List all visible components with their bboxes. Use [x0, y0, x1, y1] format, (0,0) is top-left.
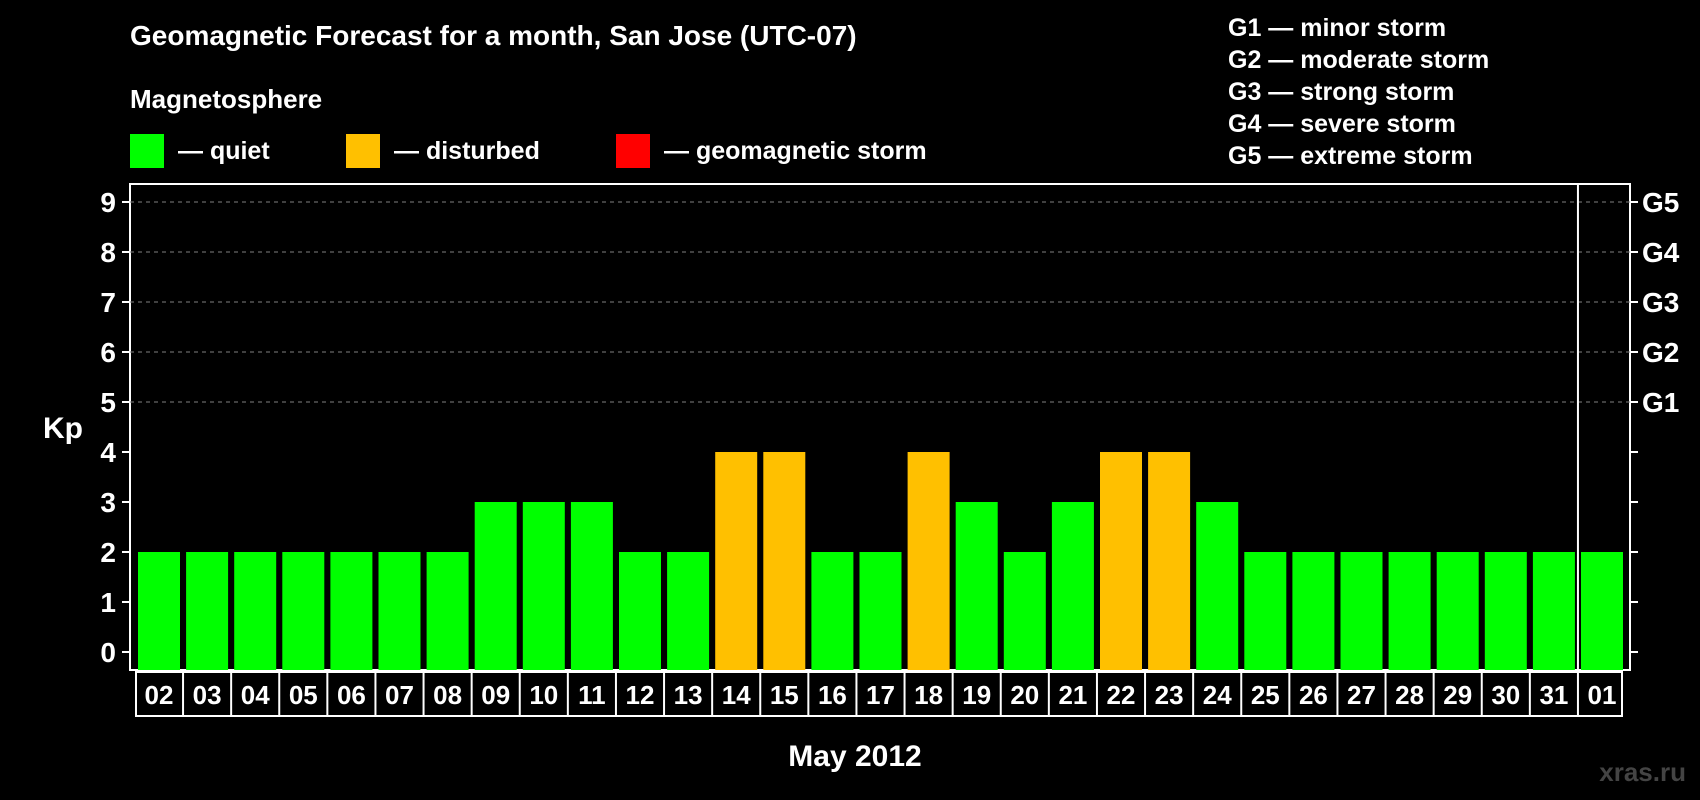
- bar-01: [1581, 552, 1623, 670]
- bar-03: [186, 552, 229, 670]
- bar-20: [1003, 552, 1046, 670]
- storm-level-g4: G4 — severe storm: [1228, 110, 1456, 138]
- y-tick-label-1: 1: [100, 587, 116, 618]
- bar-11: [570, 502, 613, 670]
- x-tick-label-01: 01: [1588, 680, 1617, 710]
- bar-15: [763, 452, 806, 670]
- bar-19: [955, 502, 998, 670]
- bar-26: [1292, 552, 1335, 670]
- g-level-label-G4: G4: [1642, 237, 1680, 268]
- legend-quiet-label: — quiet: [178, 136, 270, 165]
- storm-level-g1: G1 — minor storm: [1228, 14, 1447, 42]
- bar-07: [378, 552, 421, 670]
- x-tick-label-26: 26: [1299, 680, 1328, 710]
- x-tick-label-10: 10: [529, 680, 558, 710]
- disturbed-swatch: [346, 134, 380, 168]
- x-tick-label-31: 31: [1539, 680, 1568, 710]
- x-tick-label-22: 22: [1107, 680, 1136, 710]
- legend-storm-label: — geomagnetic storm: [664, 136, 927, 165]
- date-label-frame: [135, 671, 1623, 717]
- bar-17: [859, 552, 902, 670]
- x-tick-label-05: 05: [289, 680, 318, 710]
- x-tick-label-19: 19: [962, 680, 991, 710]
- x-tick-label-25: 25: [1251, 680, 1280, 710]
- bar-21: [1051, 502, 1094, 670]
- x-tick-label-28: 28: [1395, 680, 1424, 710]
- x-tick-label-30: 30: [1491, 680, 1520, 710]
- storm-level-g3: G3 — strong storm: [1228, 78, 1455, 106]
- x-tick-label-08: 08: [433, 680, 462, 710]
- bar-02: [138, 552, 180, 670]
- bar-13: [667, 552, 710, 670]
- x-tick-label-27: 27: [1347, 680, 1376, 710]
- bar-25: [1244, 552, 1287, 670]
- y-axis-label: Kp: [43, 412, 83, 445]
- bar-10: [522, 502, 565, 670]
- legend-disturbed: — disturbed: [346, 134, 540, 168]
- x-tick-label-18: 18: [914, 680, 943, 710]
- x-tick-label-11: 11: [578, 680, 606, 710]
- bar-28: [1388, 552, 1431, 670]
- x-tick-label-04: 04: [241, 680, 270, 710]
- bar-18: [907, 452, 950, 670]
- storm-level-g5: G5 — extreme storm: [1228, 142, 1473, 170]
- bar-27: [1340, 552, 1383, 670]
- x-tick-label-07: 07: [385, 680, 414, 710]
- y-tick-label-6: 6: [100, 337, 116, 368]
- y-tick-label-4: 4: [100, 437, 116, 468]
- g-level-label-G1: G1: [1642, 387, 1679, 418]
- x-tick-label-23: 23: [1155, 680, 1184, 710]
- quiet-swatch: [130, 134, 164, 168]
- g-level-label-G5: G5: [1642, 187, 1679, 218]
- g-level-label-G2: G2: [1642, 337, 1679, 368]
- y-tick-label-0: 0: [100, 637, 116, 668]
- x-axis-label: May 2012: [788, 740, 921, 773]
- x-tick-label-15: 15: [770, 680, 799, 710]
- y-tick-label-5: 5: [100, 387, 116, 418]
- bar-22: [1100, 452, 1142, 670]
- bar-05: [282, 552, 325, 670]
- y-tick-label-9: 9: [100, 187, 116, 218]
- y-tick-label-3: 3: [100, 487, 116, 518]
- x-tick-label-09: 09: [481, 680, 510, 710]
- bar-06: [330, 552, 373, 670]
- storm-swatch: [616, 134, 650, 168]
- legend-disturbed-label: — disturbed: [394, 136, 540, 165]
- x-tick-label-14: 14: [722, 680, 751, 710]
- y-tick-label-8: 8: [100, 237, 116, 268]
- storm-level-legend: G1 — minor storm G2 — moderate storm G3 …: [1228, 12, 1489, 172]
- y-tick-label-7: 7: [100, 287, 116, 318]
- legend-storm: — geomagnetic storm: [616, 134, 927, 168]
- bar-29: [1436, 552, 1479, 670]
- bar-14: [715, 452, 758, 670]
- y-tick-label-2: 2: [100, 537, 116, 568]
- bar-24: [1196, 502, 1239, 670]
- x-tick-label-17: 17: [866, 680, 895, 710]
- bar-16: [811, 552, 854, 670]
- x-tick-label-02: 02: [145, 680, 174, 710]
- g-level-label-G3: G3: [1642, 287, 1679, 318]
- bar-09: [474, 502, 517, 670]
- x-tick-label-29: 29: [1443, 680, 1472, 710]
- bar-31: [1532, 552, 1575, 670]
- storm-level-g2: G2 — moderate storm: [1228, 46, 1490, 74]
- x-tick-label-06: 06: [337, 680, 366, 710]
- chart-title: Geomagnetic Forecast for a month, San Jo…: [130, 20, 857, 51]
- bar-12: [619, 552, 661, 670]
- bar-08: [426, 552, 469, 670]
- x-tick-label-13: 13: [674, 680, 703, 710]
- x-tick-label-12: 12: [626, 680, 655, 710]
- x-tick-label-03: 03: [193, 680, 222, 710]
- x-tick-label-21: 21: [1058, 680, 1087, 710]
- legend-quiet: — quiet: [130, 134, 270, 168]
- bar-04: [234, 552, 277, 670]
- legend-subtitle: Magnetosphere: [130, 84, 323, 114]
- watermark: xras.ru: [1599, 757, 1686, 787]
- x-tick-label-16: 16: [818, 680, 847, 710]
- x-tick-label-20: 20: [1010, 680, 1039, 710]
- bar-30: [1484, 552, 1527, 670]
- bar-23: [1148, 452, 1191, 670]
- x-tick-label-24: 24: [1203, 680, 1232, 710]
